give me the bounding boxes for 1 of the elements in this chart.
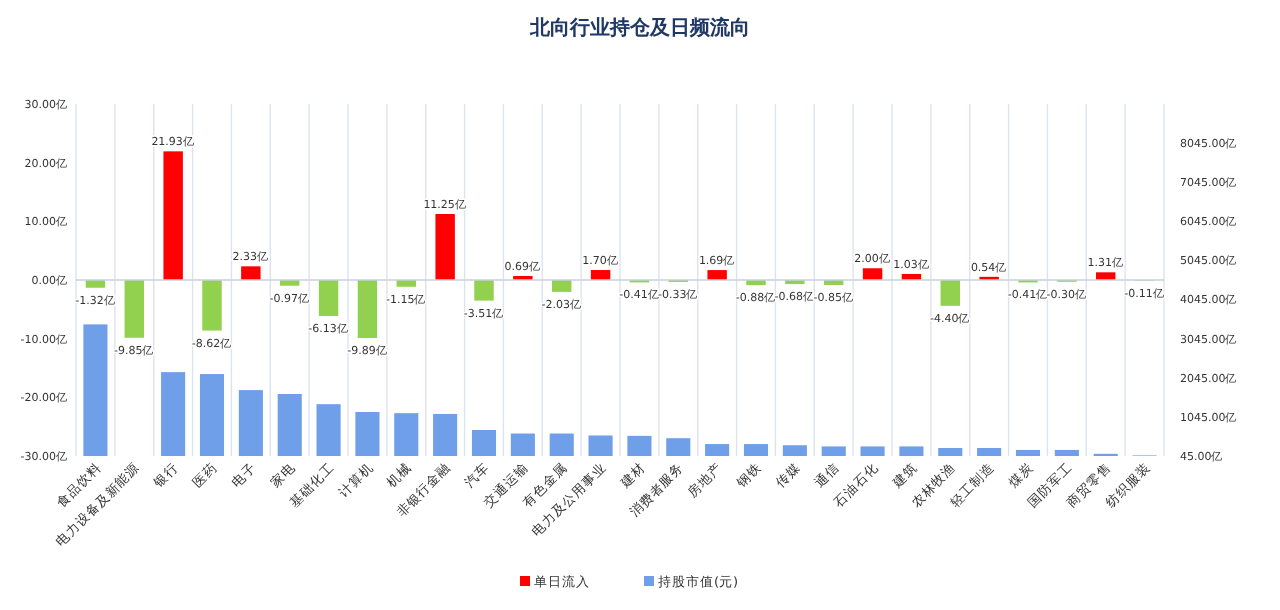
chart-title: 北向行业持仓及日频流向 [528,16,750,40]
